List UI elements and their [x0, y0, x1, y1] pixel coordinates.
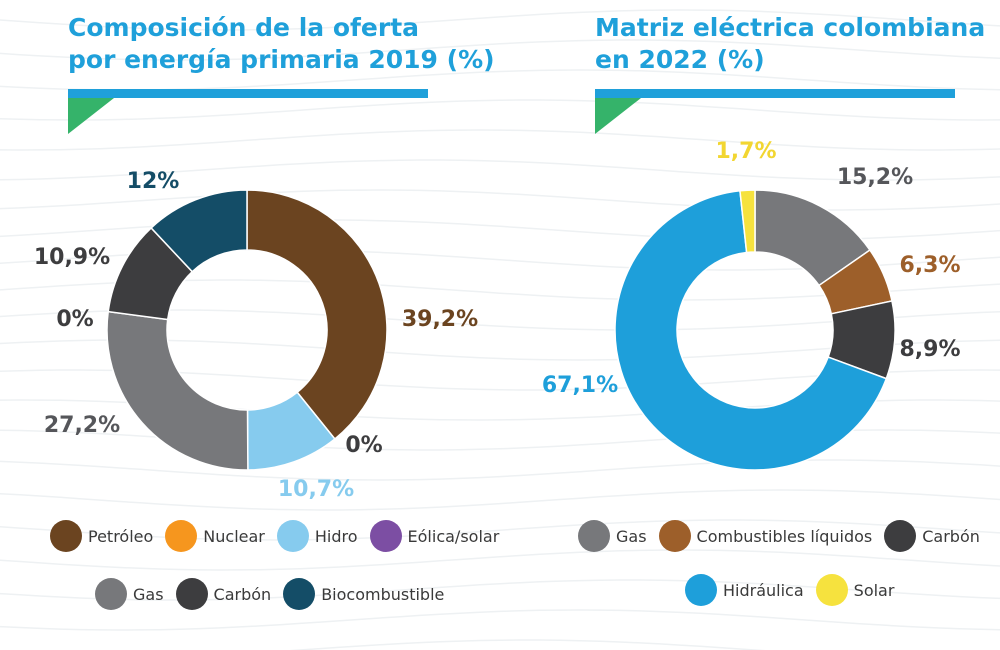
data-label-biocombustible: 12%	[127, 169, 180, 194]
legend-swatch-gas	[578, 520, 610, 552]
legend-swatch-nuclear	[165, 520, 198, 552]
legend-label-solar: Solar	[853, 580, 895, 600]
left-legend-row-2: Gas Carbón Biocombustible	[95, 578, 456, 610]
legend-swatch-carbon	[884, 520, 917, 552]
left-chart-title: Composición de la oferta por energía pri…	[68, 13, 495, 74]
legend-swatch-eolica-solar	[369, 520, 402, 552]
left-chart-panel: Composición de la oferta por energía pri…	[34, 13, 499, 610]
data-label-hidro: 10,7%	[278, 477, 354, 502]
legend-item-carbon: Carbón	[175, 578, 272, 610]
background-wave-line	[0, 9, 1000, 31]
legend-item-nuclear: Nuclear	[165, 520, 265, 552]
legend-item-solar: Solar	[815, 574, 895, 606]
legend-swatch-combustibles-liquidos	[658, 520, 691, 552]
background-wave-line	[0, 39, 1000, 61]
slice-biocombustible	[150, 189, 248, 273]
right-chart-panel: Matriz eléctrica colombiana en 2022 (%) …	[500, 0, 1000, 650]
left-title-corner-accent	[68, 98, 114, 134]
data-label-carbon: 10,9%	[34, 245, 110, 270]
legend-label-combustibles-liquidos: Combustibles líquidos	[696, 526, 873, 546]
left-donut-chart: 39,2% 0% 10,7% 0% 27,2% 10,9% 12%	[34, 169, 478, 502]
legend-label-carbon: Carbón	[922, 526, 980, 546]
slice-solar	[739, 189, 756, 254]
background-wave-line	[0, 189, 1000, 211]
right-title-corner-accent	[595, 98, 641, 134]
legend-swatch-carbon	[175, 578, 208, 610]
slice-gas	[106, 310, 249, 471]
data-label-eolica-solar: 0%	[56, 307, 93, 332]
background-wave-line	[0, 519, 1000, 541]
legend-swatch-hidraulica	[685, 574, 717, 606]
legend-swatch-hidro	[276, 520, 309, 552]
legend-swatch-biocombustible	[283, 578, 316, 610]
left-legend-row-1: Petróleo Nuclear Hidro Eólica/solar	[50, 520, 511, 552]
background-wave-line	[289, 639, 766, 650]
legend-label-hidro: Hidro	[314, 526, 358, 546]
legend-item-hidro: Hidro	[276, 520, 358, 552]
background-wave-line	[0, 459, 1000, 481]
data-label-petroleo: 39,2%	[402, 307, 478, 332]
data-label-combustibles-liquidos: 6,3%	[899, 253, 960, 278]
right-legend-row-1: Gas Combustibles líquidos Carbón	[578, 520, 992, 552]
right-title-underline	[595, 89, 955, 98]
background-wave-line	[0, 129, 1000, 151]
legend-label-gas: Gas	[133, 584, 164, 604]
right-chart-title: Matriz eléctrica colombiana en 2022 (%)	[595, 13, 986, 74]
background-wave-line	[0, 549, 1000, 571]
legend-item-eolica-solar: Eólica/solar	[369, 520, 500, 552]
background-wave-line	[0, 159, 1000, 181]
legend-swatch-gas	[95, 578, 127, 610]
legend-label-biocombustible: Biocombustible	[321, 584, 445, 604]
slice-hidraulica	[614, 189, 888, 471]
background-wave-line	[0, 489, 1000, 511]
legend-item-gas: Gas	[95, 578, 164, 610]
right-donut-chart: 15,2% 6,3% 8,9% 67,1% 1,7%	[542, 140, 961, 471]
background-wave-line	[0, 99, 1000, 121]
legend-label-petroleo: Petróleo	[88, 526, 154, 546]
legend-label-hidraulica: Hidráulica	[723, 580, 804, 600]
right-legend-row-2: Hidráulica Solar	[685, 574, 906, 606]
data-label-carbon: 8,9%	[899, 337, 960, 362]
legend-item-combustibles-liquidos: Combustibles líquidos	[658, 520, 873, 552]
legend-label-carbon: Carbón	[213, 584, 272, 604]
legend-item-gas: Gas	[578, 520, 647, 552]
legend-swatch-petroleo	[50, 520, 82, 552]
data-label-gas: 15,2%	[837, 165, 913, 190]
background-wave-line	[0, 609, 1000, 631]
legend-swatch-solar	[815, 574, 848, 606]
data-label-nuclear: 0%	[345, 433, 382, 458]
data-label-solar: 1,7%	[715, 140, 776, 164]
legend-item-carbon: Carbón	[884, 520, 980, 552]
legend-label-gas: Gas	[616, 526, 647, 546]
legend-item-biocombustible: Biocombustible	[283, 578, 444, 610]
legend-item-petroleo: Petróleo	[50, 520, 153, 552]
data-label-gas: 27,2%	[44, 413, 120, 438]
slice-petroleo	[246, 189, 388, 441]
legend-label-eolica-solar: Eólica/solar	[407, 526, 500, 546]
legend-label-nuclear: Nuclear	[203, 526, 265, 546]
data-label-hidraulica: 67,1%	[542, 373, 618, 398]
left-title-underline	[68, 89, 428, 98]
legend-item-hidraulica: Hidráulica	[685, 574, 804, 606]
